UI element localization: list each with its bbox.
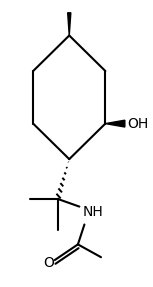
Text: NH: NH [83,205,104,219]
Text: OH: OH [127,117,148,131]
Polygon shape [68,13,71,36]
Text: O: O [43,257,54,270]
Polygon shape [105,120,125,127]
